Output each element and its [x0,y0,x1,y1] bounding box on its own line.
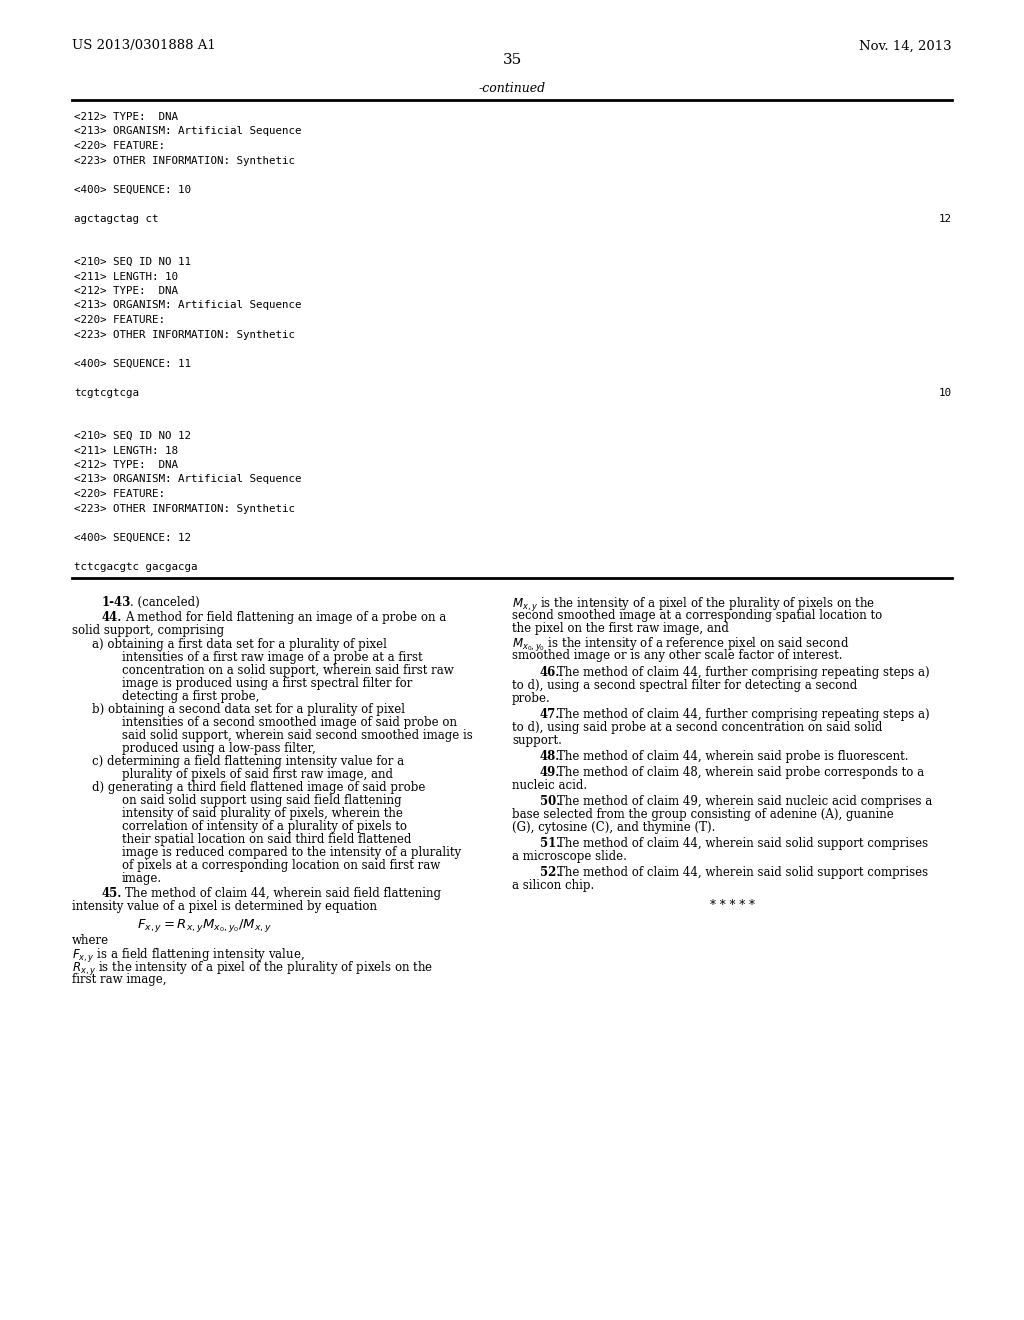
Text: The method of claim 44, wherein said field flattening: The method of claim 44, wherein said fie… [125,887,441,900]
Text: <220> FEATURE:: <220> FEATURE: [74,315,165,325]
Text: (G), cytosine (C), and thymine (T).: (G), cytosine (C), and thymine (T). [512,821,716,834]
Text: <211> LENGTH: 10: <211> LENGTH: 10 [74,272,178,281]
Text: 47.: 47. [540,708,560,721]
Text: <400> SEQUENCE: 10: <400> SEQUENCE: 10 [74,185,191,194]
Text: 51.: 51. [540,837,560,850]
Text: A method for field flattening an image of a probe on a: A method for field flattening an image o… [125,611,446,624]
Text: $M_{x_0,y_0}$ is the intensity of a reference pixel on said second: $M_{x_0,y_0}$ is the intensity of a refe… [512,636,849,653]
Text: support.: support. [512,734,562,747]
Text: $M_{x,y}$ is the intensity of a pixel of the plurality of pixels on the: $M_{x,y}$ is the intensity of a pixel of… [512,597,876,614]
Text: $F_{x,y}=R_{x,y}M_{x_0,y_0}/M_{x,y}$: $F_{x,y}=R_{x,y}M_{x_0,y_0}/M_{x,y}$ [137,917,272,935]
Text: 49.: 49. [540,766,560,779]
Text: image is produced using a first spectral filter for: image is produced using a first spectral… [122,677,413,690]
Text: 52.: 52. [540,866,560,879]
Text: <210> SEQ ID NO 12: <210> SEQ ID NO 12 [74,432,191,441]
Text: on said solid support using said field flattening: on said solid support using said field f… [122,795,401,807]
Text: d) generating a third field flattened image of said probe: d) generating a third field flattened im… [92,781,425,795]
Text: intensity value of a pixel is determined by equation: intensity value of a pixel is determined… [72,900,377,913]
Text: tctcgacgtc gacgacga: tctcgacgtc gacgacga [74,561,198,572]
Text: <400> SEQUENCE: 11: <400> SEQUENCE: 11 [74,359,191,368]
Text: US 2013/0301888 A1: US 2013/0301888 A1 [72,40,216,53]
Text: correlation of intensity of a plurality of pixels to: correlation of intensity of a plurality … [122,820,407,833]
Text: -continued: -continued [478,82,546,95]
Text: <213> ORGANISM: Artificial Sequence: <213> ORGANISM: Artificial Sequence [74,301,301,310]
Text: 48.: 48. [540,750,560,763]
Text: said solid support, wherein said second smoothed image is: said solid support, wherein said second … [122,729,473,742]
Text: a) obtaining a first data set for a plurality of pixel: a) obtaining a first data set for a plur… [92,638,387,651]
Text: 35: 35 [503,53,521,67]
Text: <210> SEQ ID NO 11: <210> SEQ ID NO 11 [74,257,191,267]
Text: <220> FEATURE:: <220> FEATURE: [74,488,165,499]
Text: probe.: probe. [512,692,551,705]
Text: image.: image. [122,873,162,884]
Text: produced using a low-pass filter,: produced using a low-pass filter, [122,742,315,755]
Text: 46.: 46. [540,667,560,678]
Text: <400> SEQUENCE: 12: <400> SEQUENCE: 12 [74,532,191,543]
Text: The method of claim 44, wherein said solid support comprises: The method of claim 44, wherein said sol… [557,866,929,879]
Text: plurality of pixels of said first raw image, and: plurality of pixels of said first raw im… [122,768,393,781]
Text: first raw image,: first raw image, [72,973,167,986]
Text: to d), using a second spectral filter for detecting a second: to d), using a second spectral filter fo… [512,678,857,692]
Text: The method of claim 49, wherein said nucleic acid comprises a: The method of claim 49, wherein said nuc… [557,795,933,808]
Text: <223> OTHER INFORMATION: Synthetic: <223> OTHER INFORMATION: Synthetic [74,503,295,513]
Text: <213> ORGANISM: Artificial Sequence: <213> ORGANISM: Artificial Sequence [74,474,301,484]
Text: * * * * *: * * * * * [710,899,755,912]
Text: <220> FEATURE:: <220> FEATURE: [74,141,165,150]
Text: 45.: 45. [102,887,123,900]
Text: of pixels at a corresponding location on said first raw: of pixels at a corresponding location on… [122,859,440,873]
Text: <223> OTHER INFORMATION: Synthetic: <223> OTHER INFORMATION: Synthetic [74,156,295,165]
Text: nucleic acid.: nucleic acid. [512,779,587,792]
Text: <212> TYPE:  DNA: <212> TYPE: DNA [74,112,178,121]
Text: solid support, comprising: solid support, comprising [72,624,224,638]
Text: 12: 12 [939,214,952,223]
Text: The method of claim 44, wherein said solid support comprises: The method of claim 44, wherein said sol… [557,837,929,850]
Text: <212> TYPE:  DNA: <212> TYPE: DNA [74,459,178,470]
Text: the pixel on the first raw image, and: the pixel on the first raw image, and [512,622,729,635]
Text: The method of claim 44, wherein said probe is fluorescent.: The method of claim 44, wherein said pro… [557,750,909,763]
Text: The method of claim 44, further comprising repeating steps a): The method of claim 44, further comprisi… [557,708,930,721]
Text: to d), using said probe at a second concentration on said solid: to d), using said probe at a second conc… [512,721,883,734]
Text: 44.: 44. [102,611,123,624]
Text: Nov. 14, 2013: Nov. 14, 2013 [859,40,952,53]
Text: The method of claim 48, wherein said probe corresponds to a: The method of claim 48, wherein said pro… [557,766,925,779]
Text: detecting a first probe,: detecting a first probe, [122,690,259,704]
Text: $F_{x,y}$ is a field flattening intensity value,: $F_{x,y}$ is a field flattening intensit… [72,946,305,965]
Text: 50.: 50. [540,795,560,808]
Text: second smoothed image at a corresponding spatial location to: second smoothed image at a corresponding… [512,609,883,622]
Text: <212> TYPE:  DNA: <212> TYPE: DNA [74,286,178,296]
Text: tcgtcgtcga: tcgtcgtcga [74,388,139,397]
Text: <213> ORGANISM: Artificial Sequence: <213> ORGANISM: Artificial Sequence [74,127,301,136]
Text: b) obtaining a second data set for a plurality of pixel: b) obtaining a second data set for a plu… [92,704,406,715]
Text: base selected from the group consisting of adenine (A), guanine: base selected from the group consisting … [512,808,894,821]
Text: $R_{x,y}$ is the intensity of a pixel of the plurality of pixels on the: $R_{x,y}$ is the intensity of a pixel of… [72,960,433,978]
Text: <211> LENGTH: 18: <211> LENGTH: 18 [74,446,178,455]
Text: a silicon chip.: a silicon chip. [512,879,594,892]
Text: intensities of a first raw image of a probe at a first: intensities of a first raw image of a pr… [122,651,423,664]
Text: image is reduced compared to the intensity of a plurality: image is reduced compared to the intensi… [122,846,461,859]
Text: a microscope slide.: a microscope slide. [512,850,627,863]
Text: intensity of said plurality of pixels, wherein the: intensity of said plurality of pixels, w… [122,807,402,820]
Text: 10: 10 [939,388,952,397]
Text: where: where [72,935,110,946]
Text: smoothed image or is any other scale factor of interest.: smoothed image or is any other scale fac… [512,649,843,663]
Text: . (canceled): . (canceled) [130,597,200,609]
Text: agctagctag ct: agctagctag ct [74,214,159,223]
Text: their spatial location on said third field flattened: their spatial location on said third fie… [122,833,412,846]
Text: <223> OTHER INFORMATION: Synthetic: <223> OTHER INFORMATION: Synthetic [74,330,295,339]
Text: 1-43: 1-43 [102,597,131,609]
Text: The method of claim 44, further comprising repeating steps a): The method of claim 44, further comprisi… [557,667,930,678]
Text: c) determining a field flattening intensity value for a: c) determining a field flattening intens… [92,755,404,768]
Text: intensities of a second smoothed image of said probe on: intensities of a second smoothed image o… [122,715,457,729]
Text: concentration on a solid support, wherein said first raw: concentration on a solid support, wherei… [122,664,454,677]
